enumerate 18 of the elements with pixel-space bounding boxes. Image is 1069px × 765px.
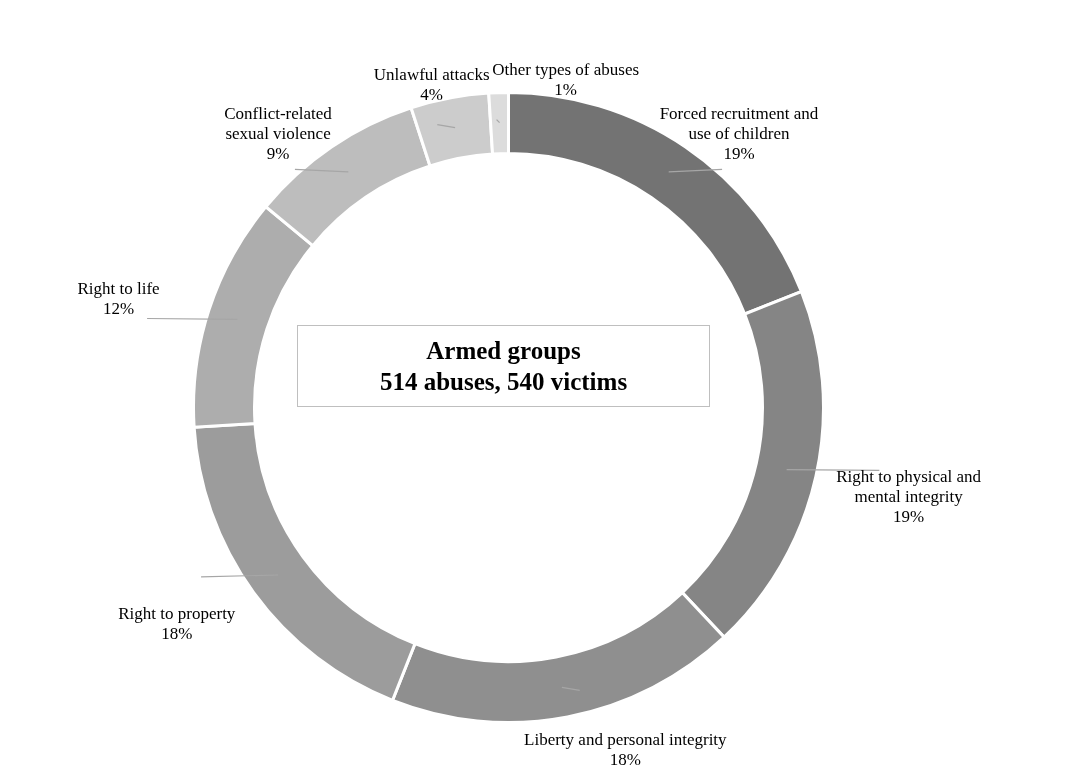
slice-label: Forced recruitment and use of children (659, 104, 819, 144)
slice-label: Right to life (77, 279, 160, 299)
slice-label: Right to physical and mental integrity (836, 466, 982, 506)
text: Armed groups (426, 336, 581, 366)
data-label: 18% (161, 624, 193, 644)
data-label: 4% (420, 85, 444, 105)
slice-label: Unlawful attacks (373, 65, 490, 85)
slice-label: Conflict-related sexual violence (224, 104, 333, 144)
data-label: 18% (609, 749, 641, 765)
data-label: 19% (893, 506, 925, 526)
slice-label: Liberty and personal integrity (524, 729, 728, 749)
data-label: 1% (554, 79, 577, 99)
slice-label: Other types of abuses (492, 59, 640, 79)
text: 514 abuses, 540 victims (379, 367, 628, 397)
data-label: 12% (102, 299, 135, 319)
data-label: 19% (723, 144, 755, 164)
data-label: 9% (266, 144, 290, 164)
slice-label: Right to property (118, 604, 236, 624)
